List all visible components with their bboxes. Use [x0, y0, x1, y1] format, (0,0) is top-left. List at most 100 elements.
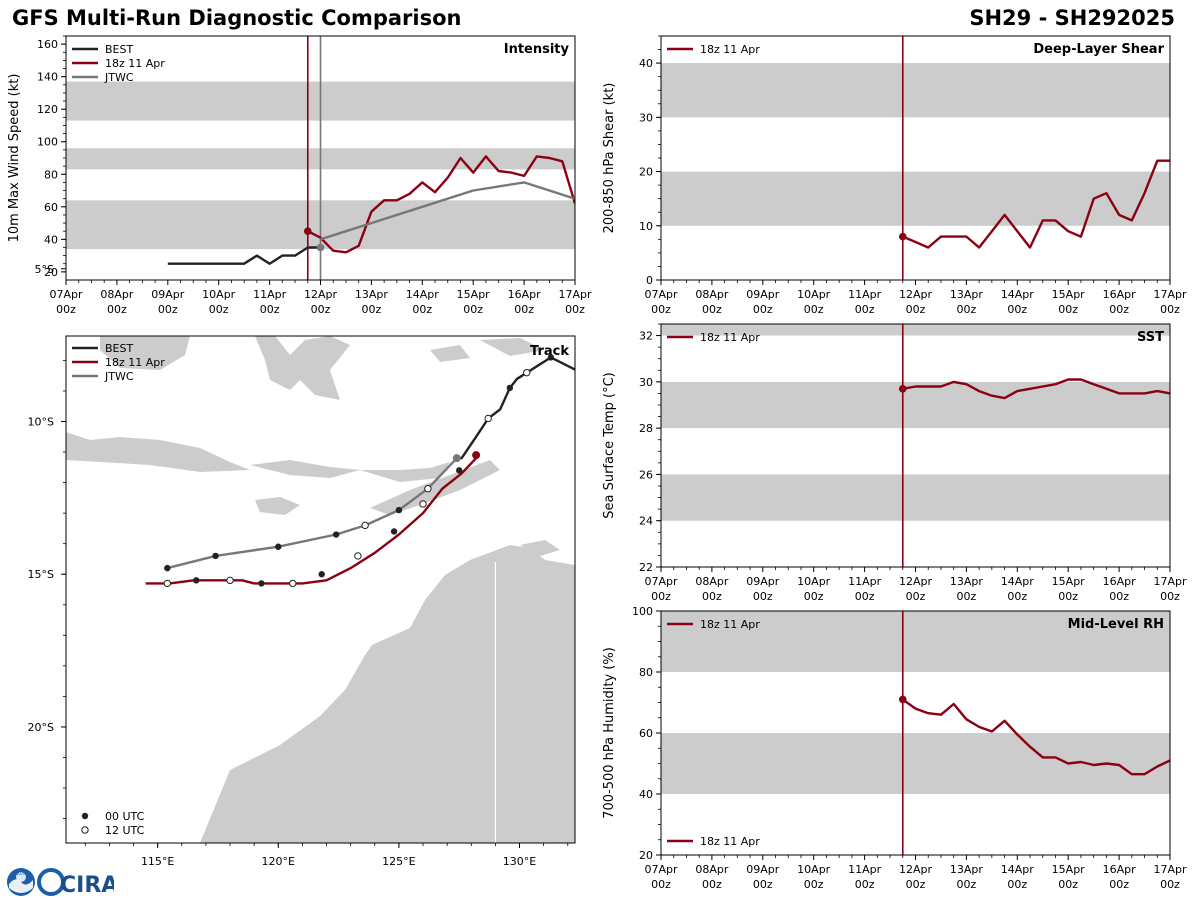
x-tick-label: 00z	[804, 878, 824, 891]
x-tick-label: 00z	[702, 590, 722, 603]
shaded-band	[661, 733, 1170, 794]
track-point-00utc	[332, 531, 340, 538]
track-line-18z-11-apr	[145, 457, 477, 585]
x-tick-label: 17Apr	[1153, 863, 1187, 876]
panel-title: SST	[1137, 330, 1164, 345]
axes-frame	[65, 335, 576, 844]
x-tick-label: 11Apr	[848, 863, 882, 876]
landmass	[430, 345, 470, 362]
legend-label: JTWC	[104, 370, 134, 383]
x-tick-label: 11Apr	[848, 288, 882, 301]
panel-title: Intensity	[504, 42, 570, 57]
panel-title: Deep-Layer Shear	[1033, 42, 1164, 57]
legend-label: 18z 11 Apr	[700, 43, 760, 56]
x-tick-label: 09Apr	[746, 863, 780, 876]
x-tick-label: 00z	[702, 878, 722, 891]
noaa-cira-logo: NOAA CIRA	[7, 868, 114, 898]
x-tick-label: 00z	[804, 590, 824, 603]
legend-label: 12 UTC	[105, 824, 145, 837]
x-tick-label: 00z	[957, 303, 977, 316]
track-point-12utc	[361, 521, 369, 530]
y-tick-label: 100	[632, 605, 653, 618]
x-tick-label: 00z	[1160, 303, 1180, 316]
landmass	[66, 432, 250, 472]
shaded-band	[661, 381, 1170, 429]
series-start-point	[898, 695, 907, 704]
y-tick-label: 32	[639, 330, 653, 343]
track-point-12utc	[424, 485, 432, 493]
panel-title: Mid-Level RH	[1068, 617, 1164, 632]
x-tick-label: 00z	[1007, 590, 1027, 603]
legend: 18z 11 Apr	[667, 618, 760, 631]
x-tick-label: 00z	[1007, 878, 1027, 891]
x-tick-label: 07Apr	[49, 288, 83, 301]
x-tick-label: 16Apr	[508, 288, 542, 301]
landmass	[100, 336, 190, 370]
x-tick-label: 00z	[906, 878, 926, 891]
x-tick-label: 00z	[855, 878, 875, 891]
y-tick-label: 60	[639, 727, 653, 740]
x-tick-label: 16Apr	[1103, 863, 1137, 876]
y-tick-label: 28	[639, 422, 653, 435]
legend: 18z 11 Apr	[667, 331, 760, 344]
x-tick-label: 07Apr	[644, 575, 678, 588]
x-tick-label: 15Apr	[1052, 575, 1086, 588]
x-tick-label: 00z	[906, 590, 926, 603]
x-tick-label: 10Apr	[797, 288, 831, 301]
landmass	[360, 462, 450, 482]
y-tick-label: 100	[37, 136, 58, 149]
x-tick-label: 12Apr	[899, 288, 933, 301]
x-tick-label: 14Apr	[406, 288, 440, 301]
landmass	[370, 460, 500, 515]
track-point-00utc	[193, 577, 200, 584]
legend-label: 18z 11 Apr	[700, 618, 760, 631]
series-line-jtwc	[320, 181, 575, 241]
legend-label: 18z 11 Apr	[105, 57, 165, 70]
x-tick-label: 00z	[1058, 303, 1078, 316]
sst-panel: 22 24 26 28 30 32 07Apr 00z 08Apr 00z 09Apr 00z 10Ap…	[602, 323, 1187, 603]
legend-label: JTWC	[104, 71, 134, 84]
legend-label: 18z 11 Apr	[700, 835, 760, 848]
legend-label: 18z 11 Apr	[105, 356, 165, 369]
y-tick-label: 40	[639, 788, 653, 801]
x-tick-label: 130°E	[503, 855, 536, 868]
x-tick-label: 00z	[855, 303, 875, 316]
legend-marker-12utc	[81, 826, 89, 834]
x-tick-label: 09Apr	[746, 288, 780, 301]
series-line-18z-11-apr	[902, 159, 1170, 249]
x-tick-label: 09Apr	[746, 575, 780, 588]
intensity-panel: 20 40 60 80 100 120 140 160 07Apr 00z 08Apr 00z 09Ap…	[7, 35, 592, 316]
y-tick-label: 22	[639, 561, 653, 574]
y-tick-label: 60	[44, 201, 58, 214]
x-tick-label: 00z	[107, 303, 127, 316]
y-tick-label: 20	[639, 166, 653, 179]
x-tick-label: 09Apr	[151, 288, 185, 301]
x-tick-label: 00z	[362, 303, 382, 316]
track-point-00utc	[318, 571, 325, 578]
x-tick-label: 00z	[311, 303, 331, 316]
y-tick-label: 20	[44, 266, 58, 279]
x-tick-label: 00z	[753, 303, 773, 316]
track-point-00utc	[164, 564, 171, 572]
axes-frame	[660, 35, 1171, 281]
x-tick-label: 00z	[1109, 303, 1129, 316]
track-point-12utc	[523, 368, 531, 377]
y-tick-label: 40	[44, 233, 58, 246]
x-tick-label: 11Apr	[253, 288, 287, 301]
x-tick-label: 11Apr	[848, 575, 882, 588]
x-tick-label: 00z	[753, 590, 773, 603]
x-tick-label: 00z	[1058, 590, 1078, 603]
y-tick-label: 20	[639, 849, 653, 862]
legend-label: BEST	[105, 342, 133, 355]
series-line-best	[167, 246, 321, 265]
track-point-00utc	[547, 354, 555, 361]
x-tick-label: 13Apr	[950, 863, 984, 876]
series-start-point	[303, 227, 312, 235]
x-tick-label: 00z	[1007, 303, 1027, 316]
x-tick-label: 125°E	[382, 855, 415, 868]
track-start-point	[452, 454, 461, 463]
y-tick-label: 5°S	[35, 263, 54, 276]
axes-frame	[660, 610, 1171, 856]
axes-frame	[65, 35, 576, 281]
x-tick-label: 00z	[209, 303, 229, 316]
